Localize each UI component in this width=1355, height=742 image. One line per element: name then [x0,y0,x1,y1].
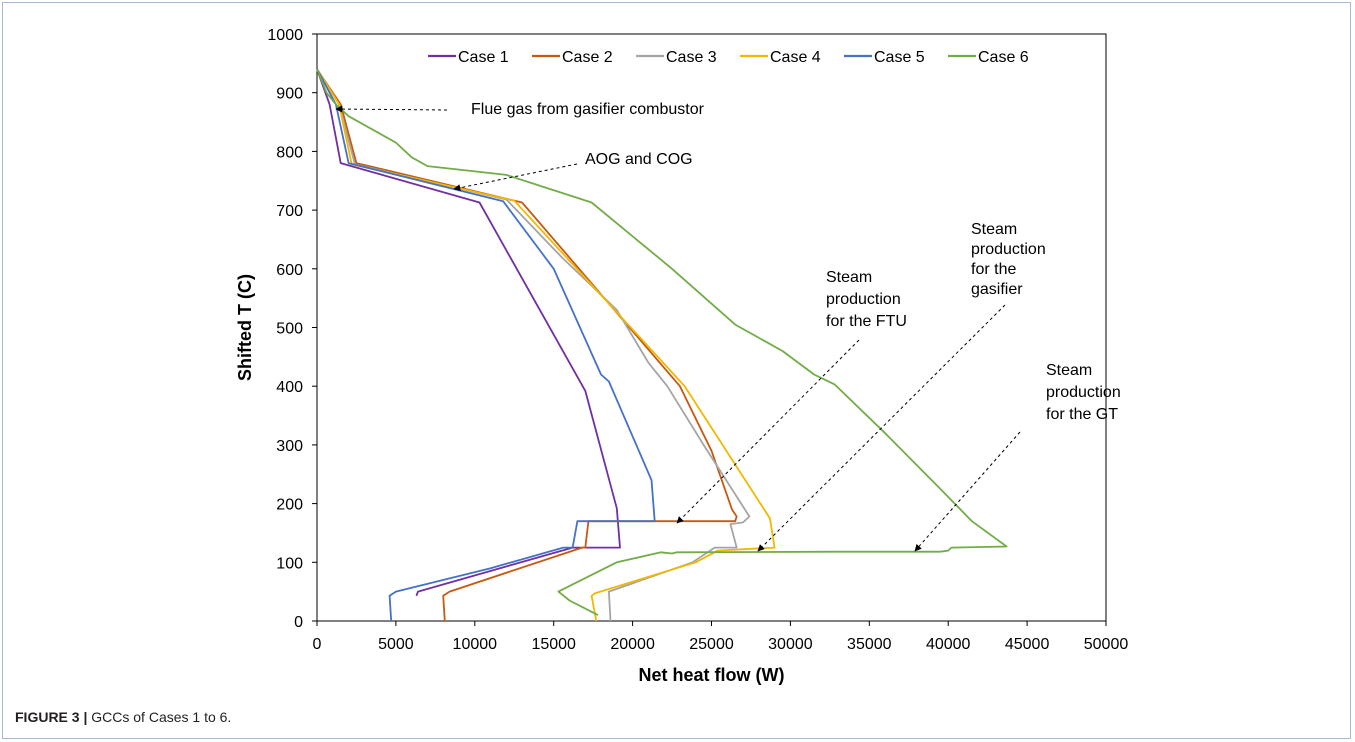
legend-label: Case 6 [978,49,1029,66]
annotation-steam-gasifier: Steam [971,221,1017,238]
x-axis-title: Net heat flow (W) [639,665,785,685]
series-line-case-2 [316,68,738,622]
x-tick-label: 40000 [926,636,971,653]
y-axis-title: Shifted T (C) [235,274,255,381]
x-tick-label: 5000 [378,636,414,653]
annotation-steam-gt: for the GT [1046,406,1118,423]
arrow-flue-gas [335,105,448,113]
y-tick-label: 100 [276,555,303,572]
legend-label: Case 2 [562,49,613,66]
series-line-case-1 [316,68,621,597]
caption-text: GCCs of Cases 1 to 6. [87,709,232,725]
annotation-aog-cog: AOG and COG [585,151,693,168]
y-tick-label: 800 [276,144,303,161]
x-tick-label: 20000 [610,636,655,653]
annotation-flue-gas: Flue gas from gasifier combustor [471,101,705,118]
x-tick-label: 50000 [1084,636,1129,653]
y-tick-label: 300 [276,438,303,455]
y-tick-label: 1000 [267,27,303,44]
x-tick-label: 0 [313,636,322,653]
x-tick-label: 30000 [768,636,813,653]
y-tick-label: 600 [276,262,303,279]
gcc-chart: 0 5000 10000 15000 20000 25000 30000 35000 40000… [235,27,1129,685]
annotation-steam-gt: production [1046,384,1121,401]
annotation-steam-ftu: production [826,291,901,308]
y-tick-label: 500 [276,321,303,338]
series-line-case-4 [316,68,776,622]
arrow-steam-gt [914,431,1021,552]
annotation-steam-gasifier: gasifier [971,281,1023,298]
y-tick-label: 700 [276,203,303,220]
annotation-steam-ftu: Steam [826,269,872,286]
legend-label: Case 4 [770,49,821,66]
x-tick-label: 25000 [689,636,734,653]
legend-label: Case 3 [666,49,717,66]
x-tick-label: 10000 [453,636,498,653]
figure-caption: FIGURE 3 | GCCs of Cases 1 to 6. [15,709,231,725]
annotation-steam-gasifier: production [971,241,1046,258]
y-tick-label: 900 [276,86,303,103]
y-tick-label: 400 [276,379,303,396]
arrow-steam-gasifier [757,304,1006,552]
annotation-steam-gasifier: for the [971,261,1016,278]
x-tick-label: 45000 [1005,636,1050,653]
series-line-case-6 [316,68,1008,616]
series-line-case-5 [316,68,656,622]
x-tick-label: 15000 [531,636,576,653]
arrow-aog-cog [453,163,578,192]
caption-label: FIGURE 3 | [15,709,88,725]
legend-label: Case 5 [874,49,925,66]
annotation-steam-gt: Steam [1046,362,1092,379]
arrow-steam-ftu [676,339,860,524]
annotation-steam-ftu: for the FTU [826,313,907,330]
x-tick-label: 35000 [847,636,892,653]
y-tick-label: 0 [294,614,303,631]
legend-label: Case 1 [458,49,509,66]
y-tick-label: 200 [276,497,303,514]
